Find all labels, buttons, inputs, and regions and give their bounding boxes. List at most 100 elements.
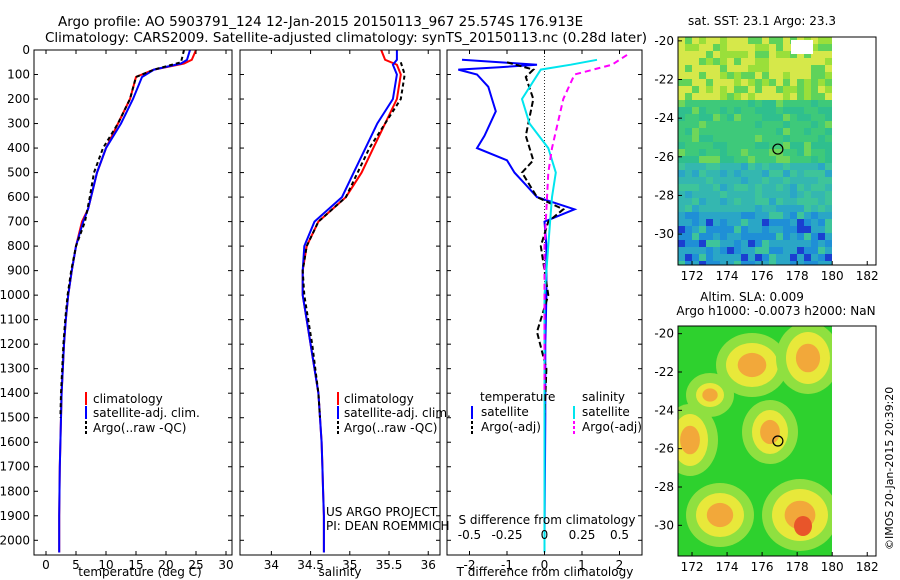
sst-map-cell — [825, 58, 832, 65]
sst-map-cell — [713, 226, 720, 233]
sst-map-title: sat. SST: 23.1 Argo: 23.3 — [688, 14, 836, 28]
sst-map-cell — [720, 37, 727, 44]
salinity-ticks: 34 34.5 35 35.5 36 — [240, 49, 440, 572]
sst-map-cell — [797, 51, 804, 58]
map-x-tick-label: 172 — [681, 560, 704, 574]
sst-map-cell — [692, 128, 699, 135]
series-line-temperature-argo — [506, 61, 566, 418]
sst-map-cell — [755, 240, 762, 247]
sst-map-cell — [783, 261, 790, 265]
map-y-tick-label: -26 — [654, 150, 674, 164]
sst-map-cell — [797, 226, 804, 233]
sst-map-cell — [818, 58, 825, 65]
sst-map-cell — [713, 100, 720, 107]
sst-map-cell — [706, 44, 713, 51]
sst-argo-location-marker — [772, 143, 784, 155]
sst-map-cell — [720, 205, 727, 212]
sst-map-cell — [755, 135, 762, 142]
sst-map-cell — [797, 198, 804, 205]
sst-map-cell — [797, 58, 804, 65]
sst-map-cell — [720, 51, 727, 58]
sst-map-cell — [741, 170, 748, 177]
sst-map-cell — [734, 72, 741, 79]
sst-map-cell — [769, 156, 776, 163]
sst-map-cell — [678, 254, 685, 261]
sst-map-cell — [818, 191, 825, 198]
sst-map-cell — [720, 79, 727, 86]
sst-map-cell — [776, 205, 783, 212]
sst-map-cell — [755, 261, 762, 265]
sst-map-cell — [692, 163, 699, 170]
sst-map-cell — [748, 51, 755, 58]
sst-map-cell — [818, 177, 825, 184]
sst-map-cell — [678, 114, 685, 121]
sst-map-cell — [678, 226, 685, 233]
legend-label-satellite: satellite-adj. clim. — [344, 406, 451, 420]
sst-map-cell — [685, 233, 692, 240]
sst-map-cell — [692, 86, 699, 93]
sst-map-cell — [790, 114, 797, 121]
sst-map-cell — [811, 142, 818, 149]
sst-map-cell — [818, 205, 825, 212]
sst-map-cell — [790, 107, 797, 114]
sst-map-cell — [741, 44, 748, 51]
sst-map-cell — [734, 142, 741, 149]
sst-map-cell — [790, 100, 797, 107]
sst-map-cell — [818, 79, 825, 86]
sst-map-cell — [734, 37, 741, 44]
sst-map-cell — [720, 149, 727, 156]
sst-map-cell — [783, 149, 790, 156]
sst-map-cell — [692, 212, 699, 219]
sst-map-cell — [790, 58, 797, 65]
sst-map-cell — [734, 121, 741, 128]
sst-map-cell — [699, 100, 706, 107]
sst-map-cell — [685, 128, 692, 135]
sst-map-cell — [706, 177, 713, 184]
temperature-ticks: 0 5 10 15 20 25 300100200300400500600700800900… — [0, 43, 234, 572]
sst-map-cell — [741, 128, 748, 135]
sst-map-cell — [776, 86, 783, 93]
sst-map-cell — [727, 212, 734, 219]
sst-map-cell — [685, 191, 692, 198]
sst-map-cell — [783, 93, 790, 100]
sst-map-cell — [762, 226, 769, 233]
sst-map-cell — [748, 128, 755, 135]
sst-map-cell — [734, 107, 741, 114]
sst-map-cell — [818, 51, 825, 58]
sst-map-cell — [818, 93, 825, 100]
sst-map-cell — [755, 205, 762, 212]
sst-map-cell — [825, 37, 832, 44]
sst-map-cell — [755, 219, 762, 226]
sst-map-cell — [734, 79, 741, 86]
sst-map-cell — [692, 240, 699, 247]
sst-map-cell — [755, 247, 762, 254]
sst-map-cell — [720, 233, 727, 240]
sst-map-cell — [727, 65, 734, 72]
sst-map-cell — [776, 261, 783, 265]
sst-map-cell — [783, 51, 790, 58]
sst-map-cell — [699, 72, 706, 79]
sst-map-cell — [790, 86, 797, 93]
map-x-tick-label: 174 — [716, 269, 739, 283]
sst-map-cell — [685, 205, 692, 212]
sst-map-cell — [797, 128, 804, 135]
y-tick-label: 1000 — [0, 288, 30, 302]
sst-map-cell — [720, 212, 727, 219]
sst-map-cell — [783, 219, 790, 226]
sst-map-cell — [762, 128, 769, 135]
sst-map-cell — [713, 135, 720, 142]
sst-map-cell — [825, 247, 832, 254]
sst-map-cell — [741, 198, 748, 205]
sst-map-cell — [678, 128, 685, 135]
legend-label-temp-argo: Argo(-adj) — [481, 420, 541, 434]
sla-map-title: Altim. SLA: 0.009 — [700, 290, 804, 304]
sst-map-cell — [741, 58, 748, 65]
sst-map-cell — [706, 142, 713, 149]
sst-map-cell — [811, 212, 818, 219]
sst-map-cell — [678, 219, 685, 226]
sst-map-cell — [818, 170, 825, 177]
sst-map-cell — [692, 79, 699, 86]
sst-map-cell — [692, 37, 699, 44]
sst-map-cell — [734, 226, 741, 233]
sst-map-cell — [762, 121, 769, 128]
